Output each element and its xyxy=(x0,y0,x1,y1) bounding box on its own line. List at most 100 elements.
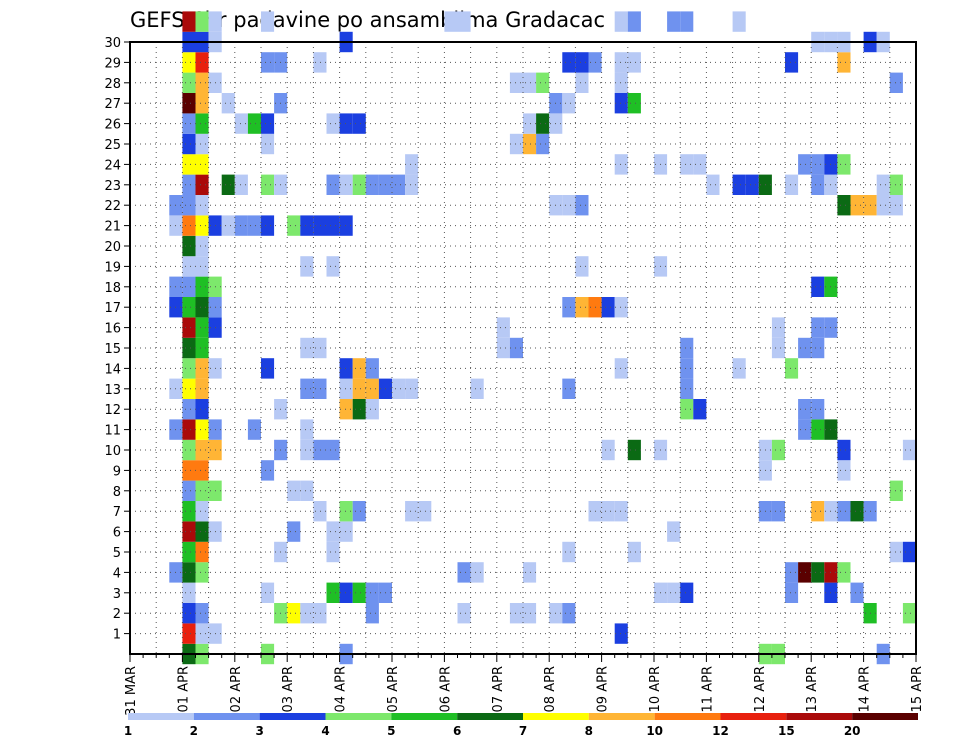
precip-cell xyxy=(339,399,353,420)
y-tick-label: 22 xyxy=(104,199,121,214)
precip-cell xyxy=(575,52,589,73)
x-tick-label: 10 APR xyxy=(648,666,663,712)
x-tick-label: 14 APR xyxy=(858,666,873,712)
y-tick-label: 4 xyxy=(113,566,121,581)
precip-cell xyxy=(693,399,707,420)
precip-cell xyxy=(195,174,209,195)
precip-cell xyxy=(523,562,537,583)
precip-cell xyxy=(182,154,196,175)
precip-cell xyxy=(313,52,327,73)
legend-swatch xyxy=(523,713,589,720)
precip-cell xyxy=(261,358,275,379)
precip-cell xyxy=(195,154,209,175)
precip-cell xyxy=(195,297,209,318)
precip-cell xyxy=(457,11,471,32)
precip-cell xyxy=(470,562,484,583)
precip-cells xyxy=(169,11,916,665)
precip-cell xyxy=(405,378,419,399)
precip-cell xyxy=(470,378,484,399)
y-tick-label: 13 xyxy=(104,383,121,398)
precip-cell xyxy=(509,603,523,624)
precip-cell xyxy=(326,582,340,603)
precip-cell xyxy=(339,378,353,399)
precip-cell xyxy=(195,317,209,338)
x-tick-label: 15 APR xyxy=(910,666,925,712)
precip-cell xyxy=(889,541,903,563)
precip-cell xyxy=(732,11,746,32)
x-tick-label: 02 APR xyxy=(229,666,244,712)
precip-cell xyxy=(195,52,209,73)
precip-cell xyxy=(771,439,785,461)
precip-cell xyxy=(496,337,510,359)
y-tick-label: 30 xyxy=(104,36,121,51)
legend-swatch xyxy=(786,713,853,720)
legend-swatch xyxy=(325,713,392,720)
precip-cell xyxy=(614,358,628,379)
precip-cell xyxy=(234,215,248,236)
precip-cell xyxy=(182,439,196,461)
x-tick-label: 04 APR xyxy=(334,666,349,712)
precip-cell xyxy=(339,582,353,603)
x-tick-label: 03 APR xyxy=(281,666,296,712)
precip-cell xyxy=(195,419,209,440)
precip-cell xyxy=(811,419,825,440)
precip-cell xyxy=(221,215,235,236)
precip-cell xyxy=(811,562,825,583)
precip-cell xyxy=(182,72,196,93)
precip-cell xyxy=(261,113,275,134)
precip-cell xyxy=(614,72,628,93)
precip-cell xyxy=(837,195,851,216)
precip-cell xyxy=(575,297,589,318)
precip-cell xyxy=(680,378,694,399)
legend-label: 2 xyxy=(190,724,198,738)
precip-cell xyxy=(392,378,406,399)
precip-cell xyxy=(509,133,523,155)
precip-cell xyxy=(889,195,903,216)
precip-cell xyxy=(195,358,209,379)
precip-cell xyxy=(326,521,340,542)
precip-cell xyxy=(195,195,209,216)
precip-cell xyxy=(182,562,196,583)
x-tick-label: 05 APR xyxy=(386,666,401,712)
precip-cell xyxy=(798,154,812,175)
precip-cell xyxy=(195,337,209,359)
precip-cell xyxy=(627,52,641,73)
legend-label: 15 xyxy=(778,724,795,738)
y-tick-label: 27 xyxy=(104,97,121,112)
precip-cell xyxy=(195,439,209,461)
precip-cell xyxy=(785,582,799,603)
precip-cell xyxy=(536,72,550,93)
precip-cell xyxy=(339,113,353,134)
precip-cell xyxy=(182,480,196,501)
precip-cell xyxy=(627,439,641,461)
y-tick-label: 17 xyxy=(104,301,121,316)
precip-cell xyxy=(627,93,641,114)
precip-cell xyxy=(182,337,196,359)
precip-cell xyxy=(208,11,222,32)
precip-cell xyxy=(614,52,628,73)
precip-cell xyxy=(562,603,576,624)
precip-cell xyxy=(300,419,314,440)
legend-swatch xyxy=(259,713,326,720)
precip-cell xyxy=(509,72,523,93)
precip-cell xyxy=(261,11,275,32)
precip-cell xyxy=(182,174,196,195)
precip-cell xyxy=(562,52,576,73)
precip-cell xyxy=(195,603,209,624)
precip-cell xyxy=(509,337,523,359)
precip-cell xyxy=(680,11,694,32)
precip-cell xyxy=(889,72,903,93)
precip-cell xyxy=(182,460,196,481)
precip-cell xyxy=(195,541,209,563)
precip-cell xyxy=(326,215,340,236)
y-tick-label: 5 xyxy=(113,546,121,561)
precip-cell xyxy=(732,358,746,379)
precip-cell xyxy=(182,276,196,297)
precip-cell xyxy=(352,399,366,420)
precip-cell xyxy=(313,337,327,359)
precip-cell xyxy=(811,276,825,297)
precip-cell xyxy=(771,337,785,359)
precip-cell xyxy=(300,337,314,359)
precip-cell xyxy=(405,154,419,175)
